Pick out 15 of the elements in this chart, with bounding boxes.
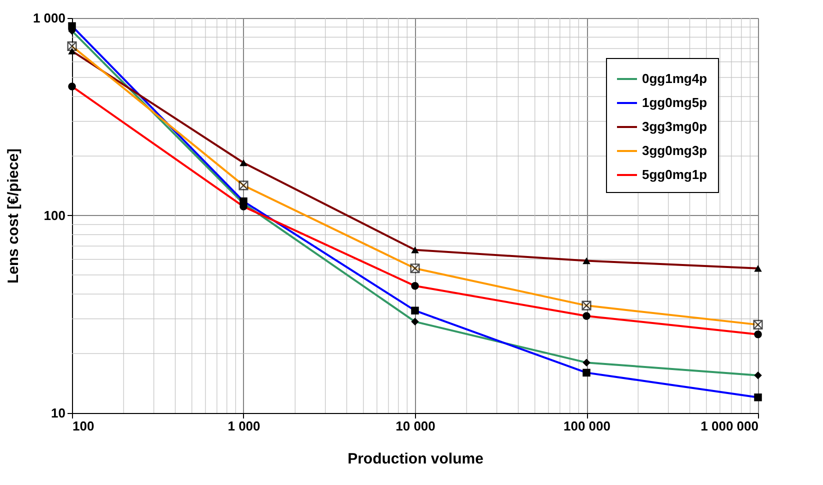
x-tick-label: 1 000 [228, 418, 260, 434]
y-axis-title: Lens cost [€/piece] [4, 148, 22, 284]
x-tick-label: 100 000 [564, 418, 610, 434]
legend-label: 3gg0mg3p [642, 143, 708, 158]
y-tick-label: 10 [51, 406, 66, 420]
legend-label: 5gg0mg1p [642, 167, 708, 182]
legend-label: 1gg0mg5p [642, 95, 708, 110]
x-axis-title: Production volume [348, 450, 484, 468]
x-tick-label: 10 000 [396, 418, 436, 434]
legend-label: 3gg3mg0p [642, 119, 708, 134]
x-tick-label: 1 000 000 [700, 418, 758, 434]
y-tick-label: 100 [44, 208, 66, 223]
x-tick-label: 100 [72, 418, 94, 434]
legend-label: 0gg1mg4p [642, 71, 708, 86]
y-tick-label: 1 000 [32, 10, 66, 26]
